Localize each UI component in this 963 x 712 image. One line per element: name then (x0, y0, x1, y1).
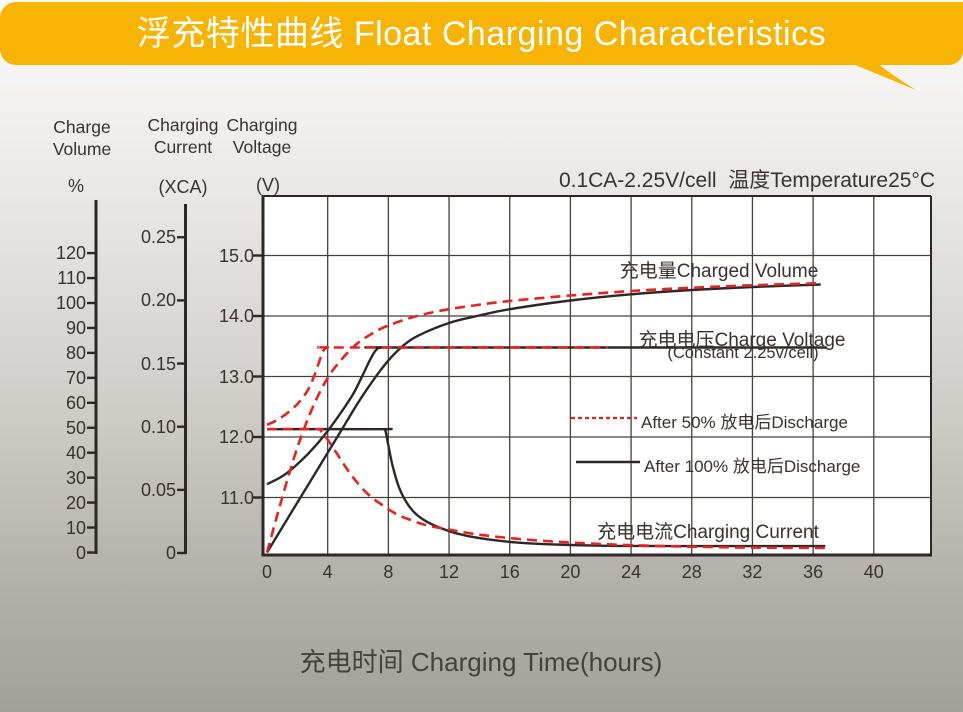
time-tick-label: 32 (742, 562, 763, 582)
time-tick-label: 28 (681, 562, 702, 582)
time-tick-label: 24 (621, 562, 642, 582)
charged-volume-label: 充电量Charged Volume (619, 261, 819, 282)
volume-tick-label: 70 (65, 367, 86, 388)
voltage-axis-unit: (V) (256, 175, 280, 195)
series-charged-volume-after-50-discharge (265, 282, 818, 553)
time-tick-label: 8 (383, 562, 394, 582)
title-banner: 浮充特性曲线 Float Charging Characteristics (0, 2, 963, 65)
current-tick-label: 0.15 (140, 353, 176, 374)
voltage-axis-title-line1: Charging (226, 115, 298, 135)
time-tick-label: 36 (803, 562, 824, 582)
time-tick-label: 16 (499, 562, 520, 582)
current-axis-title-line2: Current (153, 137, 213, 157)
voltage-tick-label: 11.0 (220, 487, 254, 508)
current-tick-label: 0.25 (140, 227, 176, 248)
time-tick-label: 4 (322, 562, 333, 582)
voltage-axis-title-line2: Voltage (232, 137, 292, 157)
volume-tick-label: 90 (65, 317, 86, 338)
volume-tick-label: 30 (65, 467, 86, 488)
charge-voltage-sublabel: (Constant 2.25v/cell) (667, 344, 819, 362)
current-tick-label: 0.20 (140, 290, 176, 311)
charging-current-label: 充电电流Charging Current (597, 522, 819, 543)
test-condition-annotation: 0.1CA-2.25V/cell 温度Temperature25°C (558, 169, 935, 192)
voltage-tick-label: 13.0 (218, 366, 254, 387)
volume-axis-unit: % (67, 176, 84, 196)
x-axis-caption: 充电时间 Charging Time(hours) (299, 647, 663, 677)
current-tick-label: 0.10 (140, 416, 176, 437)
legend-after-50-discharge-label: After 50% 放电后Discharge (641, 413, 848, 432)
volume-tick-label: 0 (75, 542, 86, 563)
volume-tick-label: 60 (65, 392, 86, 413)
series-charged-volume-after-100-discharge (265, 283, 821, 554)
volume-tick-label: 80 (65, 342, 86, 363)
volume-tick-label: 120 (55, 243, 86, 264)
series-charging-current-after-50-discharge (266, 427, 826, 550)
voltage-tick-label: 12.0 (218, 427, 254, 447)
voltage-tick-label: 14.0 (218, 306, 254, 326)
legend-after-100-discharge-label: After 100% 放电后Discharge (644, 457, 861, 476)
volume-tick-label: 50 (65, 417, 86, 438)
time-tick-label: 12 (439, 562, 460, 582)
current-tick-label: 0.05 (140, 479, 176, 500)
volume-tick-label: 10 (65, 517, 86, 538)
banner-tail (848, 62, 916, 90)
series-charge-voltage-after-50-discharge (266, 345, 609, 427)
current-tick-label: 0 (165, 543, 176, 563)
voltage-tick-label: 15.0 (218, 245, 254, 266)
charge-voltage-label: 充电电压Charge Voltage (638, 330, 846, 351)
volume-axis-title-line2: Volume (52, 139, 112, 159)
volume-tick-label: 100 (55, 293, 86, 313)
volume-tick-label: 20 (65, 492, 86, 513)
page-title: 浮充特性曲线 Float Charging Characteristics (136, 15, 827, 53)
time-tick-label: 40 (863, 562, 884, 582)
current-axis-title-line1: Charging (147, 115, 219, 135)
time-tick-label: 0 (261, 562, 272, 582)
volume-tick-label: 110 (57, 268, 86, 289)
volume-axis-title-line1: Charge (53, 117, 111, 137)
volume-tick-label: 40 (65, 442, 86, 463)
time-tick-label: 20 (560, 562, 581, 582)
current-axis-unit: (XCA) (158, 177, 208, 197)
